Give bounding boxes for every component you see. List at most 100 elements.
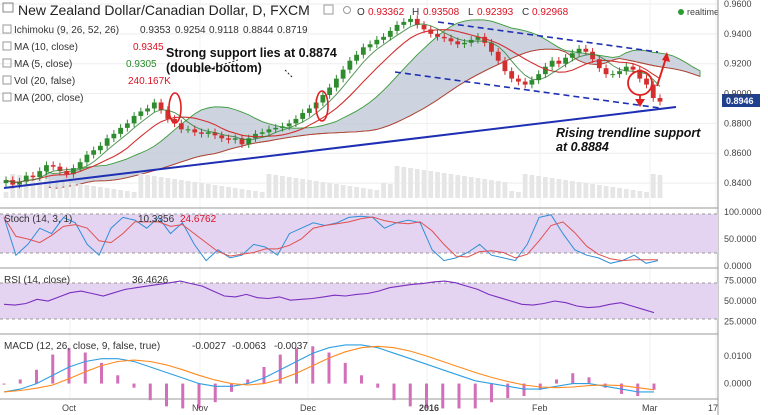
- vol-value: 240.167K: [128, 76, 171, 87]
- volume-bar: [448, 174, 454, 198]
- time-tick-label: 2016: [419, 403, 439, 413]
- candle-body: [367, 44, 373, 48]
- volume-bars: [3, 166, 663, 198]
- last-price-badge: [722, 94, 760, 107]
- axis-labels: 0.9600 0.9400 0.9200 0.9000 0.8800 0.8600 0.84…: [62, 0, 762, 413]
- indicator-ma10-legend[interactable]: MA (10, close) 0.9345: [2, 41, 164, 53]
- collapse-icon[interactable]: [2, 2, 14, 13]
- channel-lower-line: [394, 71, 661, 109]
- indicator-ichimoku-legend[interactable]: Ichimoku (9, 26, 52, 26) 0.9353 0.9254 0…: [2, 24, 308, 36]
- candle-body: [489, 42, 494, 52]
- macd-tick-label: 0.0100: [724, 351, 752, 361]
- candle-body: [563, 57, 569, 64]
- volume-bar: [124, 191, 130, 198]
- ma5-value: 0.9305: [126, 59, 157, 70]
- volume-bar: [482, 179, 488, 198]
- candle-body: [644, 78, 649, 85]
- candle-body: [185, 129, 191, 131]
- volume-bar: [630, 190, 636, 198]
- volume-bar: [266, 174, 272, 198]
- macd-histogram-bar: [441, 383, 445, 409]
- candle-body: [226, 138, 231, 140]
- candle-body: [77, 162, 83, 169]
- candle-body: [529, 80, 535, 85]
- volume-bar: [387, 184, 393, 198]
- ichimoku-value-1: 0.9353: [140, 25, 171, 36]
- candle-body: [44, 165, 49, 172]
- candle-body: [630, 66, 636, 70]
- channel-upper-line: [437, 21, 659, 53]
- stoch-band: [0, 214, 718, 253]
- macd-histogram-bar: [311, 346, 315, 384]
- volume-bar: [71, 183, 76, 198]
- volume-bar: [333, 184, 339, 198]
- volume-bar: [239, 189, 245, 198]
- volume-bar: [489, 180, 494, 198]
- candle-body: [151, 102, 157, 109]
- macd-histogram-bar: [327, 352, 331, 384]
- macd-histogram-bar: [603, 383, 607, 388]
- macd-histogram-bar: [181, 383, 185, 409]
- volume-bar: [347, 186, 353, 198]
- volume-bar: [522, 174, 528, 198]
- indicator-vol-legend[interactable]: Vol (20, false) 240.167K: [2, 75, 171, 87]
- candle-body: [549, 60, 555, 67]
- stoch-label: Stoch (14, 3, 1): [4, 214, 72, 225]
- macd-histogram-bar: [35, 369, 38, 384]
- candle-body: [583, 48, 589, 52]
- candle-body: [522, 81, 528, 85]
- volume-bar: [556, 179, 562, 198]
- macd-histogram-bar: [278, 354, 282, 384]
- macd-histogram-bar: [652, 383, 656, 390]
- candle-body: [354, 54, 359, 61]
- title-settings-icons[interactable]: [323, 4, 351, 15]
- volume-bar: [502, 182, 508, 198]
- chart-title: New Zealand Dollar/Canadian Dollar, D, F…: [18, 2, 310, 18]
- candle-body: [421, 24, 427, 30]
- volume-bar: [542, 177, 548, 198]
- macd-histogram-bar: [116, 375, 120, 384]
- double-bottom-marker: [168, 92, 182, 124]
- rsi-value: 36.4626: [132, 275, 169, 286]
- candle-body: [333, 78, 339, 88]
- volume-bar: [637, 191, 643, 198]
- time-tick-label: 17: [708, 403, 718, 413]
- macd-histogram-bar: [83, 352, 87, 384]
- candle-body: [145, 108, 150, 112]
- indicator-ma200-legend[interactable]: MA (200, close): [2, 92, 83, 104]
- indicator-ma5-legend[interactable]: MA (5, close) 0.9305: [2, 58, 157, 70]
- volume-bar: [313, 181, 319, 198]
- volume-bar: [172, 179, 177, 198]
- macd-histogram-bar: [262, 367, 266, 384]
- macd-value-2: -0.0063: [232, 341, 266, 352]
- candle-body: [205, 132, 211, 134]
- candle-body: [232, 138, 238, 140]
- volume-bar: [205, 184, 211, 198]
- breakout-marker: [315, 90, 329, 122]
- candle-body: [280, 126, 285, 128]
- macd-histogram-bar: [376, 383, 380, 388]
- ma10-value: 0.9345: [133, 42, 164, 53]
- candle-body: [84, 154, 90, 163]
- candle-body: [542, 66, 548, 75]
- volume-bar: [644, 192, 649, 198]
- volume-bar: [455, 175, 461, 198]
- volume-bar: [374, 190, 380, 198]
- macd-histogram-bar: [148, 383, 152, 401]
- time-tick-label: Feb: [532, 403, 548, 413]
- candle-body: [199, 132, 204, 134]
- candle-body: [603, 68, 609, 75]
- rsi-tick-label: 25.0000: [724, 317, 757, 327]
- candle-body: [569, 53, 575, 58]
- volume-bar: [131, 192, 137, 198]
- volume-bar: [320, 182, 326, 198]
- macd-histogram-bar: [522, 383, 526, 396]
- volume-bar: [529, 175, 535, 198]
- volume-bar: [340, 185, 346, 198]
- candle-body: [17, 181, 22, 185]
- candle-body: [307, 108, 312, 113]
- ichimoku-value-5: 0.8719: [277, 25, 308, 36]
- candle-body: [387, 30, 393, 37]
- volume-bar: [394, 166, 400, 198]
